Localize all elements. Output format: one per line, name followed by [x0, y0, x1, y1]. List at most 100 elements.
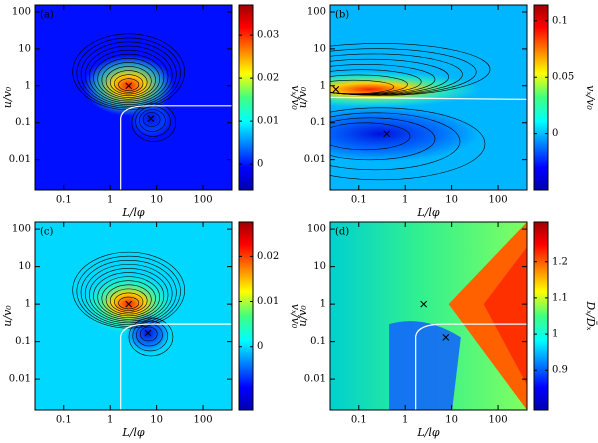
contour: [330, 117, 436, 161]
y-tick-label: 0.1: [15, 117, 31, 128]
y-tick-label: 1: [25, 80, 31, 91]
marker: [420, 300, 428, 308]
contour: [93, 53, 165, 102]
panel-label: (a): [40, 10, 54, 21]
x-tick-label: 0.1: [351, 415, 367, 426]
contour: [101, 280, 156, 317]
colorbar-tick-label: 0.03: [257, 30, 279, 41]
y-tick-label: 1: [320, 299, 326, 310]
y-tick-label: 1: [25, 299, 31, 310]
y-tick-label: 0.01: [9, 374, 31, 385]
panel-label: (b): [335, 10, 349, 21]
cold-spot: [330, 105, 480, 162]
colorbar-tick-label: 0.02: [257, 251, 279, 262]
contour: [131, 103, 177, 142]
field-low: [389, 321, 461, 410]
colorbar-label: Dₓ/D̄ₓ: [584, 300, 597, 330]
field: [35, 222, 232, 410]
panel: 0.1 1 10 100 0.01 0.1 1 10 100 L/lφ u/v₀ (d) 0.9 1 1.1…: [296, 221, 597, 439]
field: [330, 222, 527, 410]
contour: [101, 62, 156, 98]
y-tick-label: 10: [313, 43, 326, 54]
y-tick-label: 10: [18, 43, 31, 54]
x-tick-label: 1: [402, 195, 408, 206]
contour: [109, 70, 148, 95]
y-tick-label: 1: [320, 80, 326, 91]
panel-label: (d): [335, 227, 349, 238]
colorbar-tick-label: 0.01: [257, 296, 279, 307]
contour: [80, 41, 177, 107]
contour: [72, 33, 185, 111]
colorbar: [238, 221, 254, 411]
y-axis-label: u/v₀: [1, 305, 14, 327]
colorbar: [533, 221, 549, 411]
boundary-line: [415, 323, 527, 410]
x-tick-label: 10: [445, 415, 458, 426]
y-tick-label: 100: [12, 224, 31, 235]
y-tick-label: 0.1: [310, 117, 326, 128]
panel-label: (c): [40, 227, 54, 238]
field-high-core: [483, 247, 527, 385]
y-tick-label: 0.1: [15, 336, 31, 347]
x-tick-label: 10: [445, 195, 458, 206]
x-axis-label: L/lφ: [121, 426, 145, 439]
y-axis-label: u/v₀: [296, 305, 309, 327]
colorbar: [533, 4, 549, 191]
colorbar-label: vₓ/v₀: [289, 304, 302, 329]
plot-frame: [34, 221, 233, 411]
colorbar-tick-label: 0.1: [552, 15, 568, 26]
panel: 0.1 1 10 100 0.01 0.1 1 10 100 L/lφ u/v₀ (a) 0 0.01 0.…: [1, 4, 302, 219]
colorbar-label: vₓ/v₀: [289, 85, 302, 110]
x-tick-label: 0.1: [56, 415, 72, 426]
colorbar-tick-label: 1.2: [552, 256, 568, 267]
colorbar-tick-label: 1.1: [552, 292, 568, 303]
marker: [332, 86, 340, 93]
x-tick-label: 1: [402, 415, 408, 426]
field: [330, 5, 527, 190]
contour: [142, 112, 161, 127]
contour: [114, 292, 144, 311]
colorbar-tick-label: 0.9: [552, 365, 568, 376]
colorbar-tick-label: 0: [552, 128, 558, 139]
x-tick-label: 10: [150, 415, 163, 426]
marker: [383, 130, 391, 138]
colorbar-tick-label: 0: [257, 341, 263, 352]
field: [35, 5, 232, 190]
y-tick-label: 10: [18, 261, 31, 272]
x-tick-label: 0.1: [56, 195, 72, 206]
x-axis-label: L/lφ: [416, 426, 440, 439]
contour: [97, 276, 160, 318]
contour: [330, 107, 486, 181]
contour: [114, 74, 144, 93]
contour: [330, 122, 411, 151]
contour: [89, 268, 169, 322]
contour: [84, 45, 173, 105]
boundary-line: [330, 96, 527, 100]
contour: [118, 296, 140, 310]
panel: 0.1 1 10 100 0.01 0.1 1 10 100 L/lφ u/v₀ (b) 0 0.05 0.…: [296, 4, 597, 219]
x-tick-label: 100: [489, 415, 508, 426]
x-tick-label: 10: [150, 195, 163, 206]
marker: [147, 115, 155, 122]
colorbar-tick-label: 0.01: [257, 116, 279, 127]
contour: [139, 109, 166, 132]
y-tick-label: 10: [313, 261, 326, 272]
contour: [128, 317, 174, 357]
y-axis-label: u/v₀: [1, 86, 14, 108]
x-tick-label: 0.1: [351, 195, 367, 206]
contour: [84, 264, 173, 324]
contour: [132, 320, 168, 352]
contour: [76, 37, 181, 109]
colorbar: [238, 4, 254, 191]
y-tick-label: 100: [307, 7, 326, 18]
contour: [105, 284, 152, 315]
contour: [89, 49, 169, 104]
contour: [93, 272, 165, 320]
contour: [72, 251, 185, 329]
x-tick-label: 1: [107, 415, 113, 426]
colorbar-tick-label: 0.02: [257, 73, 279, 84]
contour: [109, 288, 148, 313]
plot-frame: [329, 221, 528, 411]
contour: [139, 326, 158, 342]
y-tick-label: 0.01: [9, 154, 31, 165]
